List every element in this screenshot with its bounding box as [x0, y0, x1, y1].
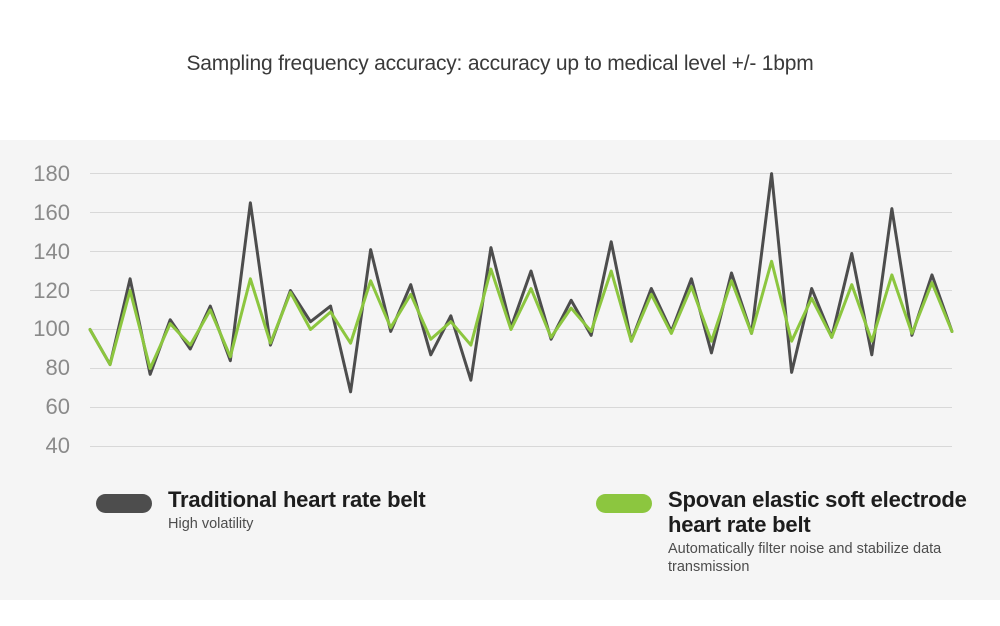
legend-sublabel-spovan: Automatically filter noise and stabilize…	[668, 540, 942, 575]
series-lines	[88, 172, 954, 394]
y-axis-tick-label: 160	[33, 199, 70, 225]
y-axis-tick-label: 180	[33, 160, 70, 186]
y-axis-tick-label: 120	[33, 277, 70, 303]
y-axis-tick-label: 140	[33, 238, 70, 264]
legend-swatch-traditional-icon	[96, 494, 152, 513]
legend-item-traditional-heart-rate-belt[interactable]: Traditional heart rate belt High volatil…	[96, 487, 566, 533]
series-line	[88, 172, 954, 394]
legend-text-block: Spovan elastic soft electrode heart rate…	[668, 487, 986, 576]
y-axis-tick-label: 80	[45, 355, 70, 381]
chart-svg	[88, 172, 954, 447]
legend-swatch-spovan-icon	[596, 494, 652, 513]
y-axis-tick-label: 100	[33, 316, 70, 342]
y-axis-tick-label: 40	[45, 433, 70, 459]
legend-label-spovan: Spovan elastic soft electrode heart rate…	[668, 487, 967, 537]
legend-text-block: Traditional heart rate belt High volatil…	[168, 487, 426, 533]
legend-label-traditional: Traditional heart rate belt	[168, 487, 426, 512]
y-axis-tick-label: 60	[45, 394, 70, 420]
chart-panel: 180 160 140 120 100 80 60 40 Traditional heart …	[0, 140, 1000, 600]
series-line	[88, 259, 954, 370]
legend-item-spovan-heart-rate-belt[interactable]: Spovan elastic soft electrode heart rate…	[596, 487, 986, 576]
plot-area: 180 160 140 120 100 80 60 40	[0, 140, 1000, 480]
page-title: Sampling frequency accuracy: accuracy up…	[186, 52, 814, 75]
legend-sublabel-traditional: High volatility	[168, 515, 254, 532]
chart-legend: Traditional heart rate belt High volatil…	[0, 475, 1000, 600]
